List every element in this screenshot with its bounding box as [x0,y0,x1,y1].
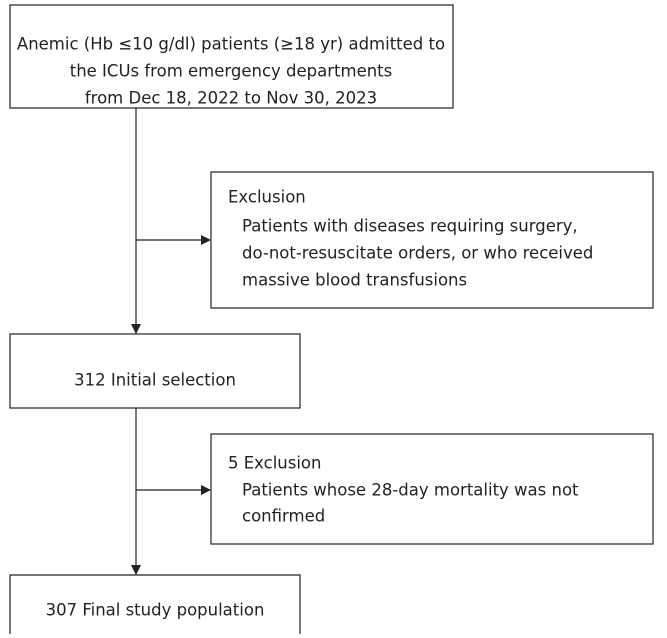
box-title: 5 Exclusion [228,454,322,473]
box-text: Anemic (Hb ≤10 g/dl) patients (≥18 yr) a… [17,35,445,54]
box-text: Patients with diseases requiring surgery… [242,217,578,236]
box-text: 307 Final study population [46,601,265,620]
box [210,433,654,545]
box-text: 312 Initial selection [74,371,236,390]
box-text: Patients whose 28-day mortality was not [242,481,579,500]
box-text: the ICUs from emergency departments [70,62,393,81]
box-text: do-not-resuscitate orders, or who receiv… [242,244,593,263]
box [9,4,454,109]
box [9,574,301,638]
box-text: confirmed [242,507,325,526]
box [9,333,301,409]
box-text: massive blood transfusions [242,271,467,290]
box-title: Exclusion [228,188,306,207]
box-text: from Dec 18, 2022 to Nov 30, 2023 [85,89,377,108]
box [210,171,654,309]
